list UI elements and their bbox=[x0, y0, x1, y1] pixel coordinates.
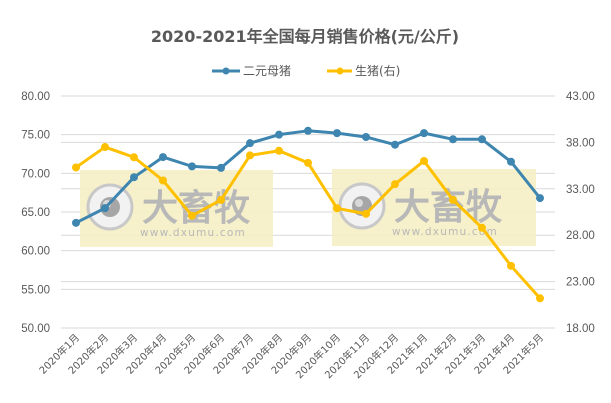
data-point[interactable] bbox=[507, 261, 515, 270]
data-point[interactable] bbox=[72, 163, 80, 172]
legend-label: 二元母猪 bbox=[243, 64, 291, 78]
y2-tick-label: 33.00 bbox=[566, 184, 595, 196]
data-point[interactable] bbox=[478, 135, 486, 144]
data-point[interactable] bbox=[478, 223, 486, 232]
legend-item-hog[interactable]: 生猪(右) bbox=[327, 63, 400, 78]
data-point[interactable] bbox=[449, 195, 457, 204]
y-tick-label: 65.00 bbox=[21, 207, 50, 219]
watermark-url: www.dxumu.com bbox=[140, 227, 246, 239]
data-point[interactable] bbox=[217, 163, 225, 172]
data-point[interactable] bbox=[275, 130, 283, 139]
y-tick-label: 75.00 bbox=[21, 130, 50, 142]
x-axis: 2020年1月2020年2月2020年3月2020年4月2020年5月2020年… bbox=[36, 331, 546, 381]
watermark-brand: 大畜牧 bbox=[142, 188, 251, 229]
data-point[interactable] bbox=[304, 126, 312, 135]
y-axis-right: 43.00 38.00 33.00 28.00 23.00 18.00 bbox=[566, 91, 595, 335]
data-point[interactable] bbox=[536, 194, 544, 203]
data-point[interactable] bbox=[391, 140, 399, 149]
series bbox=[72, 126, 544, 303]
data-point[interactable] bbox=[362, 132, 370, 141]
data-point[interactable] bbox=[159, 153, 167, 162]
y-tick-label: 55.00 bbox=[21, 284, 50, 296]
data-point[interactable] bbox=[391, 180, 399, 189]
y2-tick-label: 38.00 bbox=[566, 137, 595, 149]
watermark-url: www.dxumu.com bbox=[392, 226, 498, 238]
legend-item-sow[interactable]: 二元母猪 bbox=[212, 64, 291, 78]
data-point[interactable] bbox=[333, 129, 341, 138]
legend-marker-icon bbox=[222, 67, 230, 75]
y2-tick-label: 43.00 bbox=[566, 91, 595, 103]
legend: 二元母猪 生猪(右) bbox=[212, 63, 400, 78]
data-point[interactable] bbox=[101, 204, 109, 213]
y-tick-label: 60.00 bbox=[21, 246, 50, 258]
data-point[interactable] bbox=[333, 204, 341, 213]
data-point[interactable] bbox=[130, 153, 138, 162]
data-point[interactable] bbox=[72, 218, 80, 227]
chart-title: 2020-2021年全国每月销售价格(元/公斤) bbox=[151, 27, 459, 46]
data-point[interactable] bbox=[304, 158, 312, 167]
y-tick-label: 80.00 bbox=[21, 91, 50, 103]
data-point[interactable] bbox=[275, 146, 283, 155]
data-point[interactable] bbox=[507, 157, 515, 166]
legend-marker-icon bbox=[336, 67, 344, 75]
data-point[interactable] bbox=[246, 139, 254, 148]
y-axis-left: 80.00 75.00 70.00 65.00 60.00 55.00 50.00 bbox=[21, 91, 50, 335]
data-point[interactable] bbox=[159, 176, 167, 185]
data-point[interactable] bbox=[130, 173, 138, 182]
data-point[interactable] bbox=[536, 294, 544, 303]
y-tick-label: 70.00 bbox=[21, 168, 50, 180]
data-point[interactable] bbox=[188, 162, 196, 171]
y-tick-label: 50.00 bbox=[21, 323, 50, 335]
data-point[interactable] bbox=[188, 211, 196, 220]
data-point[interactable] bbox=[101, 143, 109, 152]
data-point[interactable] bbox=[420, 129, 428, 138]
y2-tick-label: 18.00 bbox=[566, 323, 595, 335]
data-point[interactable] bbox=[420, 156, 428, 165]
series-hog bbox=[72, 143, 544, 303]
data-point[interactable] bbox=[246, 151, 254, 160]
data-point[interactable] bbox=[449, 135, 457, 144]
y2-tick-label: 28.00 bbox=[566, 230, 595, 242]
legend-label: 生猪(右) bbox=[355, 63, 400, 78]
data-point[interactable] bbox=[217, 195, 225, 204]
data-point[interactable] bbox=[362, 209, 370, 218]
watermark-logo-highlight-icon bbox=[355, 199, 363, 207]
series-sow bbox=[72, 126, 544, 227]
y2-tick-label: 23.00 bbox=[566, 277, 595, 289]
